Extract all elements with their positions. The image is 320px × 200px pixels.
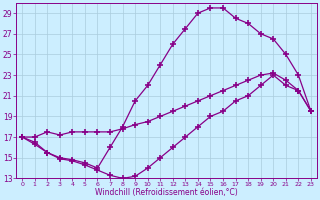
X-axis label: Windchill (Refroidissement éolien,°C): Windchill (Refroidissement éolien,°C) bbox=[95, 188, 238, 197]
